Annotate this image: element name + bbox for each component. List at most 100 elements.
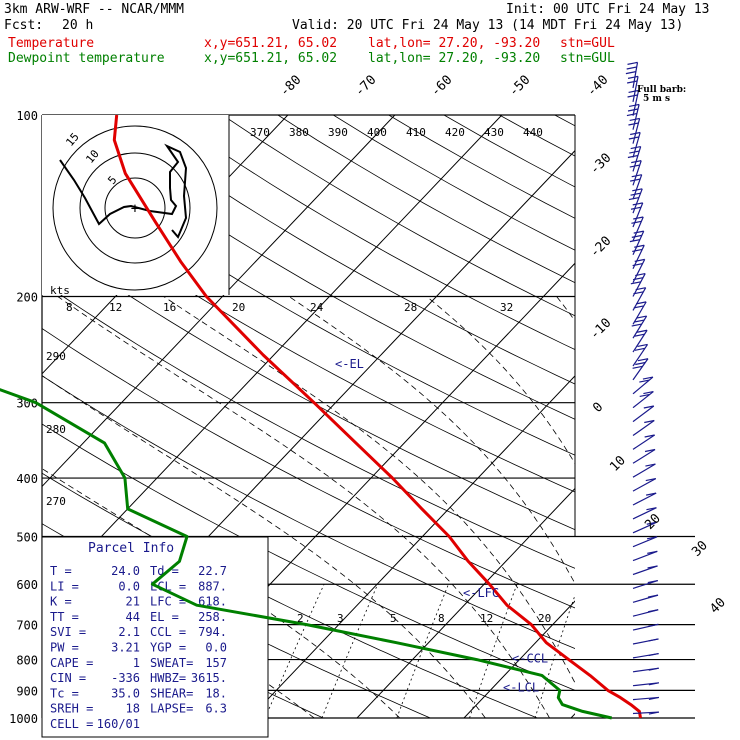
parcel-label: YGP = <box>150 641 186 655</box>
wind-barb-flag <box>629 117 640 122</box>
parcel-label: CIN = <box>50 671 86 685</box>
dry-adiabat <box>610 115 740 731</box>
parcel-label: CELL = <box>50 717 93 731</box>
wind-barb-flag <box>633 216 644 220</box>
wind-barb-flag <box>625 71 637 75</box>
wind-barb-flag <box>648 638 659 642</box>
wind-barb-flag <box>627 61 638 65</box>
mixing-ratio-line <box>264 584 325 718</box>
wind-barb-flag <box>639 379 650 383</box>
dry-adiabat <box>666 115 740 731</box>
dry-adiabat <box>443 115 575 188</box>
wind-barb-flag <box>627 80 638 84</box>
legend-temperature-xy: x,y=651.21, 65.02 <box>204 36 338 51</box>
wind-barb-shaft <box>632 521 657 534</box>
wind-barb-shaft <box>632 287 647 311</box>
mixing-ratio-lower-label: 2 <box>297 612 304 625</box>
wind-barb-flag <box>628 103 640 108</box>
wind-barb-shaft <box>632 188 643 214</box>
wind-barb-flag <box>631 234 642 238</box>
wind-barb-flag <box>627 108 639 112</box>
wind-barb-flag <box>645 477 656 482</box>
wind-barb-flag <box>627 75 639 79</box>
parcel-label: SVI = <box>50 625 86 639</box>
wind-barb-flag <box>636 329 648 333</box>
dry-adiabat <box>111 115 575 385</box>
wind-barb-flag <box>643 390 654 395</box>
wind-barb-flag <box>637 343 648 348</box>
init-time: Init: 00 UTC Fri 24 May 13 <box>506 2 710 17</box>
wind-barb-flag <box>634 347 646 351</box>
theta-e-label: 410 <box>406 126 426 139</box>
wind-barb-shaft <box>632 536 658 548</box>
hodograph-ring <box>79 152 191 264</box>
parcel-value: 6.3 <box>205 702 227 716</box>
wind-barb-flag <box>642 376 654 380</box>
wind-barb-flag <box>628 136 639 140</box>
moist-adiabat <box>42 468 401 718</box>
isotherm-line <box>463 600 575 718</box>
wind-barb-flag <box>632 262 643 267</box>
parcel-label: LCL = <box>150 579 186 593</box>
parcel-label: SWEAT= <box>150 656 193 670</box>
wind-barb-flag <box>627 154 639 159</box>
moist-adiabat <box>426 296 575 465</box>
wind-barb-flag <box>628 122 639 126</box>
parcel-value: 160/01 <box>97 717 140 731</box>
wind-barb-flag <box>648 682 659 686</box>
parcel-value: 2.1 <box>118 625 140 639</box>
pressure-tick-label: 500 <box>16 530 38 544</box>
wind-barb-shaft <box>632 329 648 353</box>
parcel-value: 21 <box>126 595 140 609</box>
wind-barb-flag <box>631 174 642 178</box>
wind-barb-shaft <box>632 273 646 297</box>
temperature-tick-label: 10 <box>607 453 629 475</box>
model-title: 3km ARW-WRF -- NCAR/MMM <box>4 2 185 17</box>
temperature-tick-label: 30 <box>689 538 711 560</box>
pressure-tick-label: 200 <box>16 291 38 305</box>
valid-time: Valid: 20 UTC Fri 24 May 13 (14 MDT Fri … <box>292 18 684 33</box>
wind-barb-flag <box>644 434 655 438</box>
wind-barb-flag <box>646 492 657 496</box>
wind-barb-shaft <box>632 449 656 464</box>
wind-barb-flag <box>637 358 649 362</box>
wind-barb-shaft <box>632 358 649 381</box>
wind-barb-shaft <box>632 405 655 423</box>
wind-barb-flag <box>648 652 659 657</box>
parcel-label: SREH = <box>50 702 93 716</box>
mixing-ratio-lower-label: 5 <box>390 612 397 625</box>
wind-barb-flag <box>630 206 642 210</box>
level-marker-label: <-LCL <box>503 681 539 695</box>
isotherm-line <box>678 115 740 718</box>
wind-barb-shaft <box>632 420 655 436</box>
theta-e-label: 370 <box>250 126 270 139</box>
wind-barb-shaft <box>632 463 656 478</box>
wind-barb-flag <box>634 333 645 337</box>
wind-barb-shaft <box>632 104 640 130</box>
theta-e-label: 390 <box>328 126 348 139</box>
wind-barb-flag <box>628 89 639 93</box>
wind-barb-flag <box>629 164 640 168</box>
parcel-label: LFC = <box>150 595 186 609</box>
wind-barb-flag <box>648 711 660 715</box>
hodograph-ring <box>52 125 218 291</box>
wind-barb-shaft <box>632 391 654 409</box>
wind-barb-flag <box>634 258 645 262</box>
parcel-label: TT = <box>50 610 79 624</box>
temperature-tick-label: -10 <box>587 316 614 343</box>
hodograph-center: + <box>131 201 139 217</box>
isotherm-line <box>356 487 575 718</box>
moist-adiabat <box>42 375 486 718</box>
legend-temperature-latlon: lat,lon= 27.20, -93.20 <box>368 36 541 51</box>
wind-barb-shaft <box>632 76 639 103</box>
wind-barb-shaft <box>632 118 641 144</box>
mixing-ratio-label: 28 <box>404 301 417 314</box>
parcel-value: 35.0 <box>111 686 140 700</box>
wind-barb-shaft <box>632 315 648 339</box>
parcel-value: 3615. <box>191 671 227 685</box>
parcel-panel-box <box>41 536 269 738</box>
wind-barb-shaft <box>632 478 657 492</box>
theta-label: 280 <box>46 423 66 436</box>
pressure-tick-label: 100 <box>16 109 38 123</box>
